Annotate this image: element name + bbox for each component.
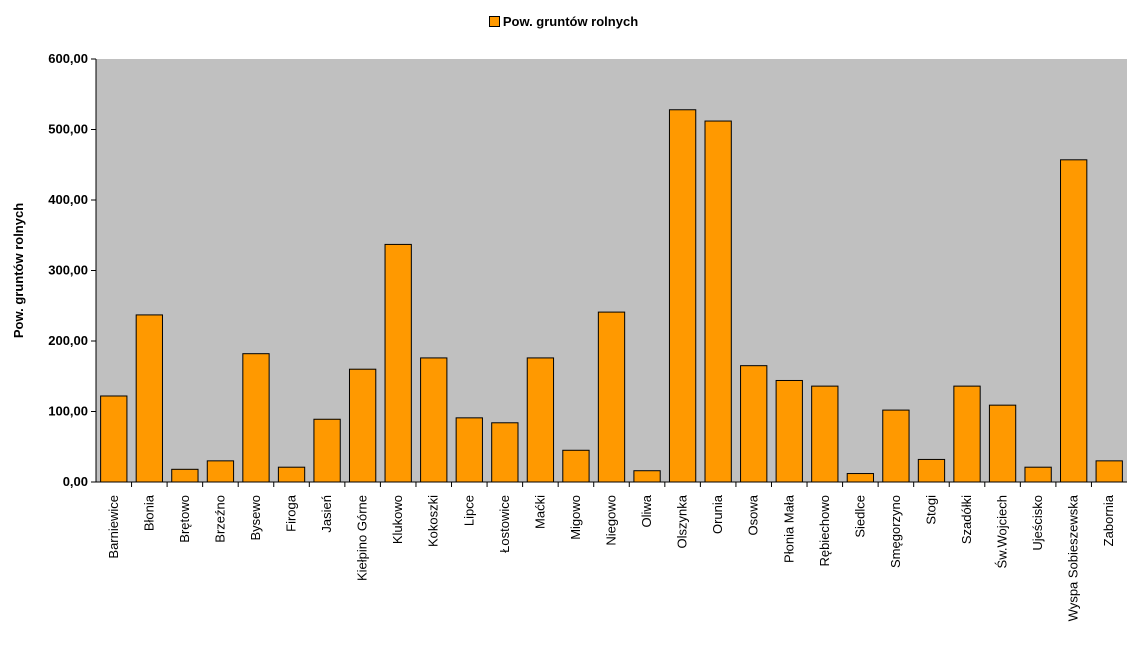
x-tick-label: Olszynka bbox=[675, 494, 690, 548]
x-tick-label: Barniewice bbox=[106, 495, 121, 559]
bar bbox=[882, 409, 910, 483]
x-tick-label: Łostowice bbox=[497, 495, 512, 553]
bar bbox=[277, 466, 306, 483]
x-tick-label: Kiełpino Górne bbox=[355, 495, 370, 581]
bar bbox=[917, 458, 946, 483]
x-tick-label: Zabornia bbox=[1101, 494, 1116, 546]
bar bbox=[597, 311, 626, 483]
y-axis-title: Pow. gruntów rolnych bbox=[11, 203, 26, 338]
bar bbox=[384, 243, 412, 483]
bar bbox=[1095, 460, 1123, 483]
y-tick-label: 400,00 bbox=[48, 192, 88, 207]
x-tick-label: Św.Wojciech bbox=[995, 495, 1010, 568]
y-tick-label: 300,00 bbox=[48, 263, 88, 278]
bar bbox=[988, 404, 1017, 483]
bar bbox=[526, 357, 555, 483]
x-tick-label: Oliwa bbox=[639, 494, 654, 527]
x-tick-label: Rębiechowo bbox=[817, 495, 832, 567]
bar bbox=[491, 422, 519, 483]
bar bbox=[811, 385, 839, 483]
x-tick-label: Osowa bbox=[746, 494, 761, 535]
bar bbox=[420, 357, 448, 483]
bar bbox=[846, 473, 875, 483]
bar bbox=[740, 365, 768, 483]
bar bbox=[171, 468, 199, 483]
y-tick-label: 500,00 bbox=[48, 122, 88, 137]
bar bbox=[668, 109, 697, 483]
legend-label: Pow. gruntów rolnych bbox=[502, 14, 639, 29]
y-tick-label: 600,00 bbox=[48, 51, 88, 66]
bar bbox=[1060, 159, 1088, 483]
x-tick-label: Smęgorzyno bbox=[888, 495, 903, 568]
x-tick-label: Migowo bbox=[568, 495, 583, 540]
x-tick-label: Kokoszki bbox=[426, 495, 441, 547]
bar bbox=[348, 368, 377, 483]
y-tick-label: 0,00 bbox=[63, 474, 88, 489]
x-tick-label: Siedlce bbox=[852, 495, 867, 538]
x-tick-label: Lipce bbox=[461, 495, 476, 526]
y-tick-label: 200,00 bbox=[48, 333, 88, 348]
x-tick-label: Klukowo bbox=[390, 495, 405, 544]
bar bbox=[242, 353, 270, 483]
x-tick-label: Szadółki bbox=[959, 495, 974, 544]
bar bbox=[562, 449, 590, 483]
bar bbox=[953, 385, 981, 483]
x-tick-label: Stogi bbox=[923, 495, 938, 525]
x-tick-label: Maćki bbox=[532, 495, 547, 529]
x-tick-label: Brzeźno bbox=[212, 495, 227, 543]
x-tick-label: Jasień bbox=[319, 495, 334, 533]
bar bbox=[704, 120, 732, 483]
x-tick-label: Błonia bbox=[141, 494, 156, 531]
x-tick-label: Orunia bbox=[710, 494, 725, 534]
legend-swatch bbox=[488, 16, 500, 28]
x-tick-label: Brętowo bbox=[177, 495, 192, 543]
bar bbox=[206, 460, 235, 483]
bar bbox=[1024, 466, 1052, 483]
legend: Pow. gruntów rolnych bbox=[0, 14, 1127, 29]
y-tick-label: 100,00 bbox=[48, 404, 88, 419]
x-tick-label: Ujeścisko bbox=[1030, 495, 1045, 551]
bar bbox=[633, 470, 661, 483]
bar bbox=[455, 417, 483, 483]
x-tick-label: Firoga bbox=[284, 494, 299, 532]
bar bbox=[775, 379, 803, 483]
x-tick-label: Bysewo bbox=[248, 495, 263, 541]
x-tick-label: Płonia Mała bbox=[781, 494, 796, 563]
x-tick-label: Wyspa Sobieszewska bbox=[1066, 494, 1081, 621]
x-tick-label: Niegowo bbox=[604, 495, 619, 546]
bar bbox=[313, 418, 341, 483]
bar bbox=[100, 395, 128, 483]
bar bbox=[135, 314, 163, 483]
